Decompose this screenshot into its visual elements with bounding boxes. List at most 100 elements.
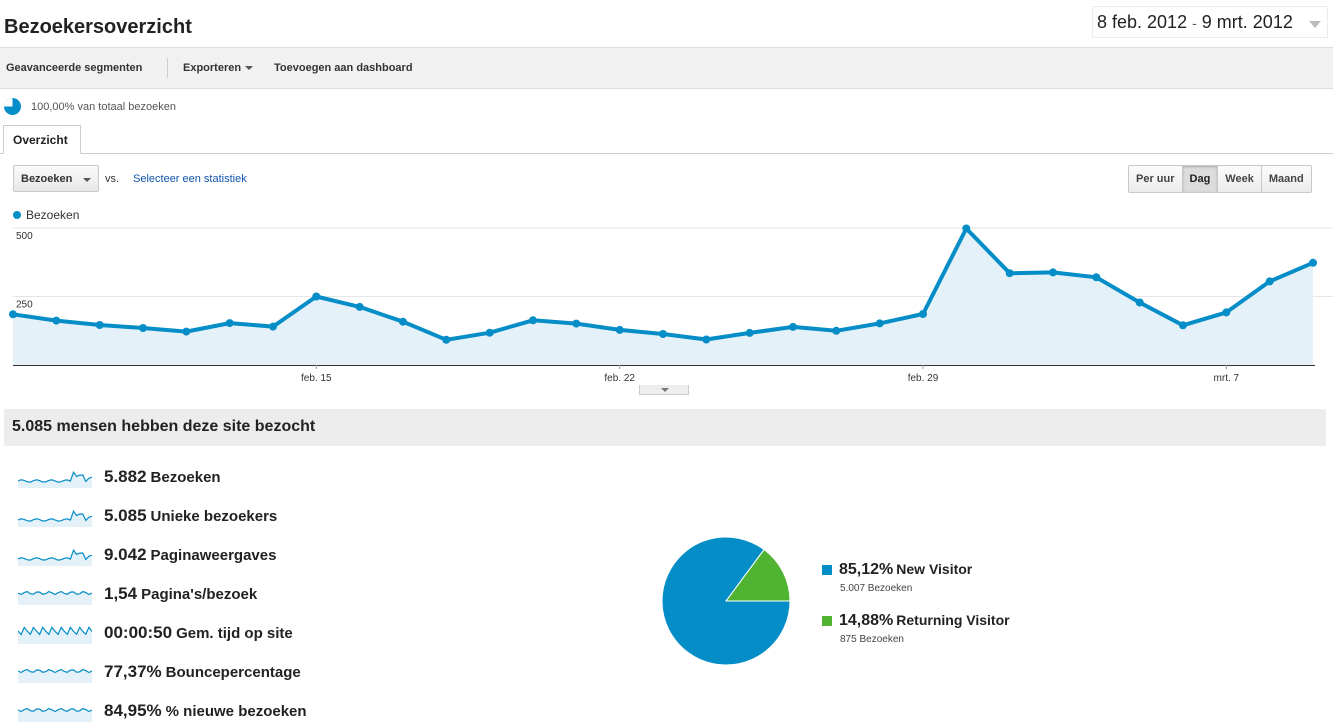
triangle-down-icon	[661, 388, 669, 392]
stat-value: 00:00:50 Gem. tijd op site	[104, 623, 293, 643]
data-point	[1222, 308, 1231, 317]
sparkline-icon	[18, 509, 92, 527]
data-point	[269, 322, 277, 331]
data-point	[1309, 258, 1317, 267]
x-tick-label: feb. 15	[301, 373, 332, 384]
y-tick-label: 500	[16, 231, 33, 242]
toolbar-divider	[167, 58, 168, 78]
data-point	[1265, 277, 1274, 286]
data-point	[875, 319, 884, 328]
stat-number: 00:00:50	[104, 623, 173, 642]
data-point	[745, 328, 754, 337]
advanced-segments-button[interactable]: Geavanceerde segmenten	[6, 62, 143, 74]
stat-label: Bouncepercentage	[165, 664, 301, 681]
data-point	[399, 317, 407, 326]
stat-value: 77,37% Bouncepercentage	[104, 662, 301, 682]
data-point	[572, 319, 581, 328]
stat-value: 9.042 Paginaweergaves	[104, 545, 276, 565]
data-point	[702, 335, 711, 344]
pie-slice-new-visitor	[661, 536, 791, 666]
stat-label: Gem. tijd op site	[176, 625, 293, 642]
export-button[interactable]: Exporteren	[183, 62, 254, 74]
data-point	[1049, 268, 1057, 277]
data-point	[442, 335, 451, 344]
stat-label: Paginaweergaves	[150, 547, 277, 564]
stat-value: 5.085 Unieke bezoekers	[104, 506, 277, 526]
data-point	[529, 316, 537, 325]
legend-swatch	[822, 616, 832, 626]
sparkline-icon	[18, 590, 92, 605]
stat-number: 5.882	[104, 467, 147, 486]
data-point	[962, 224, 971, 233]
add-to-dashboard-button[interactable]: Toevoegen aan dashboard	[274, 62, 413, 74]
summary-headline: 5.085 mensen hebben deze site bezocht	[4, 409, 1326, 446]
returning-visitor-pct: 14,88%	[839, 612, 894, 629]
data-point	[1005, 269, 1014, 278]
stat-label: % nieuwe bezoeken	[165, 703, 307, 720]
sparkline-icon	[18, 668, 92, 683]
data-point	[1092, 273, 1101, 282]
legend-swatch	[822, 565, 832, 575]
legend-series-label: Bezoeken	[26, 208, 80, 222]
chevron-down-icon	[1309, 21, 1321, 28]
data-point	[312, 292, 321, 301]
tab-overview[interactable]: Overzicht	[3, 125, 81, 154]
new-visitor-pct: 85,12%	[839, 561, 894, 578]
visitor-type-pie-chart	[661, 536, 791, 666]
x-tick-label: mrt. 7	[1214, 373, 1240, 384]
chart-resize-handle[interactable]	[639, 385, 689, 395]
stat-number: 84,95%	[104, 701, 162, 720]
data-point	[95, 321, 104, 329]
new-visitor-count: 5.007 Bezoeken	[840, 583, 913, 594]
stat-number: 77,37%	[104, 662, 162, 681]
data-point	[659, 330, 667, 338]
metric-select[interactable]: Bezoeken	[13, 165, 99, 192]
export-label: Exporteren	[183, 62, 242, 74]
select-statistic-link[interactable]: Selecteer een statistiek	[133, 173, 247, 185]
chevron-down-icon	[83, 178, 91, 182]
stat-number: 9.042	[104, 545, 147, 564]
vs-label: vs.	[105, 173, 120, 185]
x-tick-label: feb. 29	[908, 373, 939, 384]
data-point	[1179, 321, 1187, 330]
data-point	[1135, 298, 1144, 307]
visits-line-chart: 250 500 feb. 15 feb. 22 feb. 29 mrt. 7	[9, 224, 1333, 384]
chevron-down-icon	[245, 66, 254, 71]
period-week-button[interactable]: Week	[1217, 166, 1261, 192]
returning-visitor-name: Returning Visitor	[896, 612, 1010, 628]
segment-label: 100,00% van totaal bezoeken	[31, 101, 176, 113]
sparkline-icon	[18, 707, 92, 722]
period-hour-button[interactable]: Per uur	[1129, 166, 1182, 192]
data-point	[52, 316, 61, 325]
stat-number: 5.085	[104, 506, 147, 525]
stat-number: 1,54	[104, 584, 138, 603]
new-visitor-name: New Visitor	[896, 561, 973, 577]
pie-slice-returning-visitor	[725, 548, 791, 602]
data-point	[832, 326, 841, 335]
segment-pie-icon	[4, 98, 21, 115]
data-point	[789, 322, 797, 331]
stat-label: Pagina's/bezoek	[141, 586, 258, 603]
data-point	[485, 328, 494, 337]
data-point	[919, 310, 927, 318]
returning-visitor-count: 875 Bezoeken	[840, 634, 904, 645]
stat-value: 1,54 Pagina's/bezoek	[104, 584, 257, 604]
data-point	[9, 310, 17, 319]
series-area	[13, 228, 1313, 365]
stat-label: Unieke bezoekers	[150, 508, 278, 525]
data-point	[615, 325, 624, 334]
stat-value: 84,95%% nieuwe bezoeken	[104, 701, 307, 721]
sparkline-icon	[18, 548, 92, 566]
tab-divider	[0, 153, 1333, 154]
date-start: 8 feb. 2012	[1097, 12, 1188, 32]
chart-legend: Bezoeken	[13, 208, 79, 222]
period-day-button[interactable]: Dag	[1181, 166, 1218, 192]
period-month-button[interactable]: Maand	[1260, 166, 1311, 192]
date-range-picker[interactable]: 8 feb. 2012 - 9 mrt. 2012	[1092, 6, 1328, 38]
period-selector: Per uur Dag Week Maand	[1128, 165, 1312, 193]
legend-dot-icon	[13, 211, 21, 219]
sparkline-icon	[18, 626, 92, 644]
metric-select-value: Bezoeken	[21, 173, 73, 185]
sparkline-icon	[18, 470, 92, 488]
